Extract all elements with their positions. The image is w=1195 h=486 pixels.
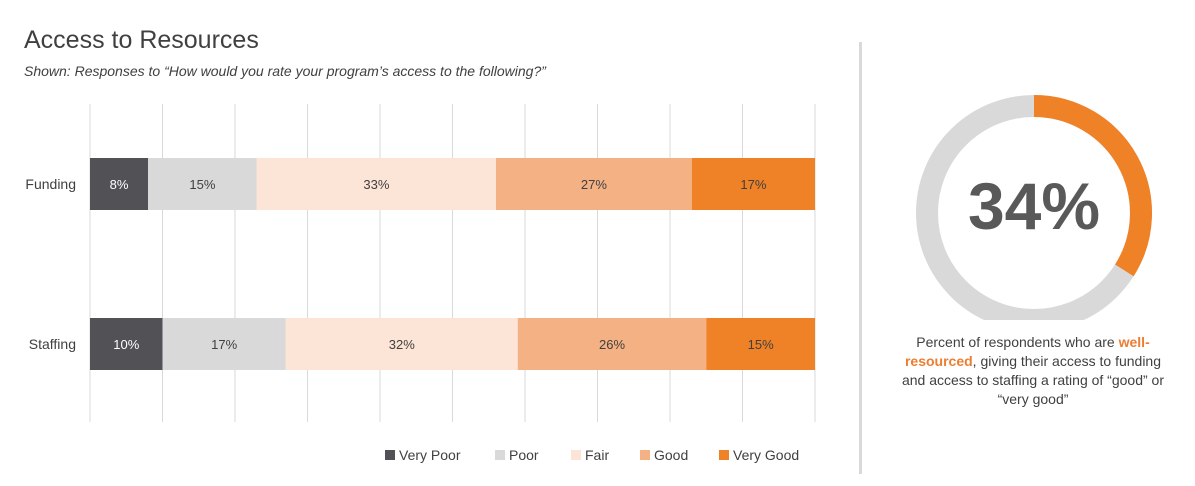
data-label: 33% bbox=[363, 177, 389, 192]
bar-segment bbox=[496, 158, 692, 210]
section-divider bbox=[859, 42, 862, 474]
caption-text-before: Percent of respondents who are bbox=[916, 334, 1119, 350]
data-label: 27% bbox=[581, 177, 607, 192]
bar-segment bbox=[162, 318, 286, 370]
legend-label: Very Poor bbox=[399, 447, 461, 463]
data-label: 17% bbox=[740, 177, 766, 192]
data-label: 15% bbox=[189, 177, 215, 192]
legend-label: Good bbox=[654, 447, 688, 463]
legend-label: Very Good bbox=[733, 447, 799, 463]
legend-swatch bbox=[385, 450, 395, 460]
bar-segment bbox=[517, 318, 707, 370]
legend-swatch bbox=[495, 450, 505, 460]
caption-text-after: , giving their access to funding and acc… bbox=[901, 353, 1164, 407]
stacked-bar-chart: Funding 8% 15% 33% 27% 17% Staffing 10% 17% 32% 26… bbox=[25, 104, 816, 463]
donut-chart bbox=[916, 95, 1152, 320]
data-label: 10% bbox=[113, 337, 139, 352]
data-label: 8% bbox=[110, 177, 129, 192]
data-label: 17% bbox=[211, 337, 237, 352]
bar-segment bbox=[90, 158, 148, 210]
bar-segment bbox=[90, 318, 163, 370]
legend-swatch bbox=[640, 450, 650, 460]
donut-value-label: 34% bbox=[967, 169, 1101, 243]
donut-caption: Percent of respondents who are well-reso… bbox=[898, 333, 1168, 409]
data-label: 26% bbox=[599, 337, 625, 352]
chart-title: Access to Resources bbox=[24, 26, 259, 54]
caption-highlight: well-resourced bbox=[904, 334, 1150, 369]
bar-segment bbox=[706, 318, 815, 370]
legend-label: Fair bbox=[585, 447, 609, 463]
chart-subtitle: Shown: Responses to “How would you rate … bbox=[24, 63, 546, 79]
bar-segment bbox=[148, 158, 257, 210]
data-label: 15% bbox=[748, 337, 774, 352]
legend-swatch bbox=[719, 450, 729, 460]
donut-value-arc bbox=[1033, 95, 1152, 277]
legend-label: Poor bbox=[509, 447, 539, 463]
bar-segment bbox=[285, 318, 518, 370]
bar-segment bbox=[691, 158, 815, 210]
legend-swatch bbox=[571, 450, 581, 460]
bar-segment bbox=[256, 158, 496, 210]
category-label: Staffing bbox=[29, 336, 76, 352]
category-label: Funding bbox=[25, 176, 76, 192]
data-label: 32% bbox=[389, 337, 415, 352]
